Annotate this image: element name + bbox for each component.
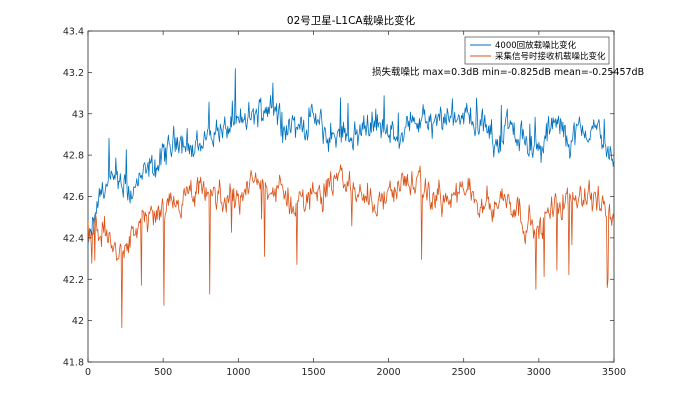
series-line-1 [88, 68, 614, 249]
y-tick-label: 42.2 [63, 275, 84, 286]
x-tick-label: 2000 [376, 367, 400, 378]
legend: 4000回放载噪比变化 采集信号时接收机载噪比变化 [464, 36, 610, 65]
legend-label-series-1: 4000回放载噪比变化 [495, 40, 577, 51]
axes: 0 500 1000 1500 2000 2500 3000 3500 41.8 42 42.2 42… [63, 27, 626, 379]
stats-annotation: 损失载噪比 max=0.3dB min=-0.825dB mean=-0.254… [372, 66, 644, 78]
legend-box [464, 36, 610, 65]
x-tick-label: 1500 [301, 367, 325, 378]
series-layer [88, 68, 614, 329]
y-tick-label: 42.8 [63, 151, 84, 162]
x-tick-label: 3000 [527, 367, 551, 378]
y-tick-label: 42 [72, 316, 84, 327]
x-tick-label: 500 [154, 367, 172, 378]
x-tick-label: 1000 [226, 367, 250, 378]
y-tick-label: 43 [72, 109, 84, 120]
y-tick-label: 43.4 [63, 27, 84, 38]
y-tick-label: 42.4 [63, 233, 84, 244]
x-tick-label: 2500 [452, 367, 476, 378]
y-tick-label: 43.2 [63, 68, 84, 79]
y-tick-label: 42.6 [63, 192, 84, 203]
chart-title: 02号卫星-L1CA载噪比变化 [287, 14, 416, 27]
x-tick-label: 0 [85, 367, 91, 378]
legend-label-series-2: 采集信号时接收机载噪比变化 [495, 51, 606, 62]
y-tick-label: 41.8 [63, 358, 84, 369]
series-line-2 [88, 164, 614, 329]
x-tick-label: 3500 [602, 367, 626, 378]
